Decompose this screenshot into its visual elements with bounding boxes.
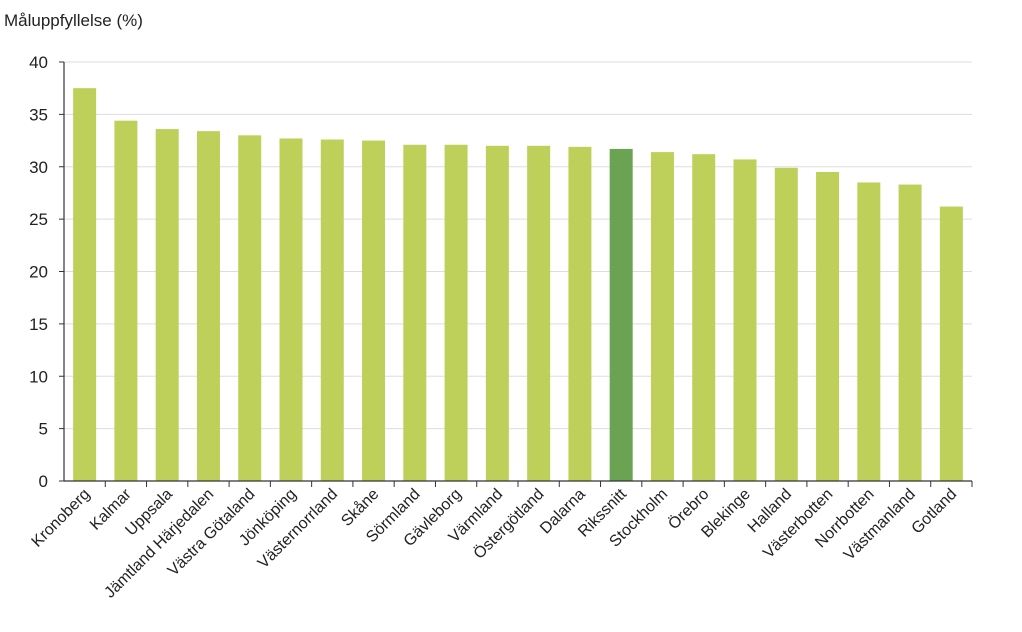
x-tick-label: Kronoberg <box>29 486 94 551</box>
bar <box>816 171 840 482</box>
bar <box>692 154 716 481</box>
bar <box>155 129 179 482</box>
y-tick-label: 5 <box>39 420 48 439</box>
y-tick-label: 30 <box>29 158 48 177</box>
bars <box>73 88 963 482</box>
y-tick-label: 40 <box>29 53 48 72</box>
bar <box>568 146 592 481</box>
bar <box>196 131 220 481</box>
bar <box>527 145 551 482</box>
bar <box>898 184 922 481</box>
bar <box>774 167 798 482</box>
y-tick-label: 15 <box>29 315 48 334</box>
bar <box>485 145 509 482</box>
bar <box>114 120 138 481</box>
bar <box>444 144 468 481</box>
y-tick-label: 20 <box>29 263 48 282</box>
y-axis-label: Måluppfyllelse (%) <box>4 11 143 30</box>
x-tick-label: Gotland <box>909 486 961 538</box>
y-tick-label: 10 <box>29 367 48 386</box>
bar <box>73 88 97 481</box>
bar <box>362 140 386 481</box>
bar <box>857 182 881 481</box>
bar-highlight <box>609 148 633 481</box>
y-tick-label: 25 <box>29 210 48 229</box>
y-tick-label: 35 <box>29 105 48 124</box>
bar <box>403 144 427 481</box>
y-tick-label: 0 <box>39 472 48 491</box>
bar <box>279 138 303 481</box>
x-tick-label: Östergötland <box>470 485 548 563</box>
bar <box>320 139 344 481</box>
bar <box>733 159 757 482</box>
bar <box>238 135 262 481</box>
bar <box>939 206 963 481</box>
bar <box>650 152 674 481</box>
y-axis-ticks: 0 5 10 15 20 25 30 35 40 <box>29 53 64 491</box>
